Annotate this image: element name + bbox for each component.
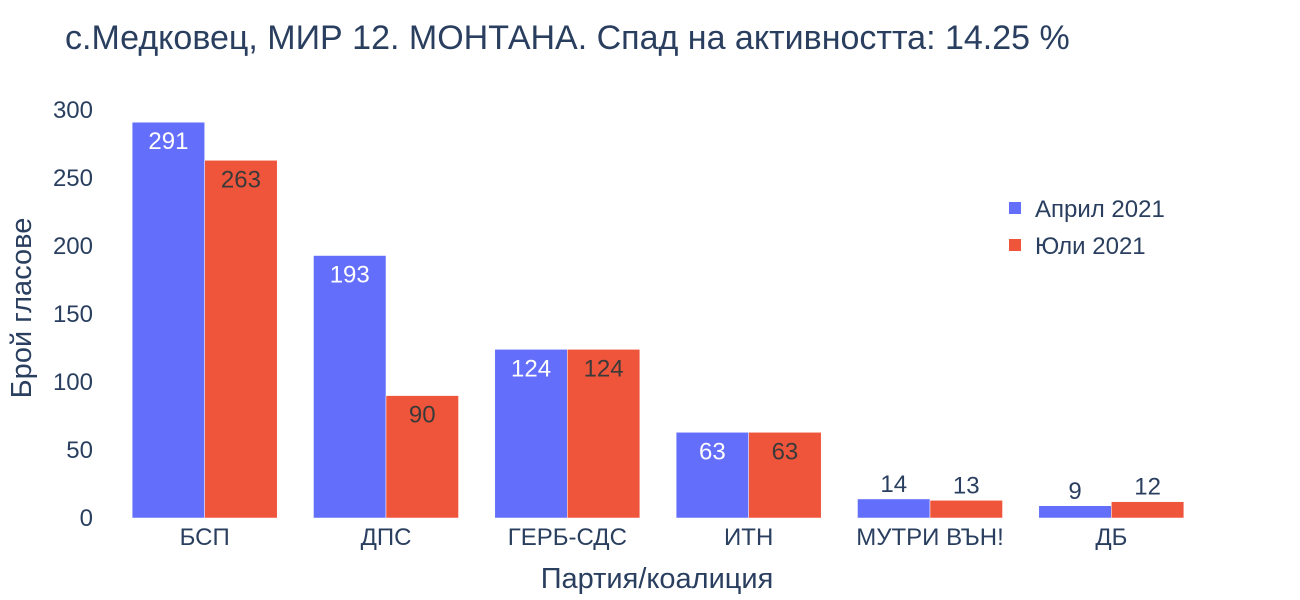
bar-value-label: 90	[409, 402, 436, 429]
y-tick-label: 100	[53, 369, 93, 396]
bar-value-label: 124	[511, 355, 551, 382]
chart-title: с.Медковец, МИР 12. МОНТАНА. Спад на акт…	[65, 19, 1070, 57]
bar-value-label: 263	[221, 166, 261, 193]
legend-swatch	[1009, 202, 1021, 214]
y-axis-title: Брой гласове	[6, 218, 38, 399]
x-axis-title: Партия/коалиция	[541, 563, 774, 595]
bar-value-label: 14	[880, 471, 907, 498]
bar-value-label: 9	[1068, 478, 1081, 505]
bar-value-label: 193	[330, 262, 370, 289]
y-tick-label: 250	[53, 165, 93, 192]
bar	[1038, 505, 1112, 519]
x-tick-label: МУТРИ ВЪН!	[856, 524, 1003, 551]
y-tick-label: 200	[53, 233, 93, 260]
bar	[857, 498, 931, 519]
bar	[748, 432, 822, 519]
bar-labels: 291 193 124 63 14 9 263 90 124 63 13 12	[148, 128, 1161, 505]
bar	[1111, 501, 1185, 519]
x-tick-label: ИТН	[724, 524, 773, 551]
bar-value-label: 12	[1134, 474, 1161, 501]
bar	[313, 255, 387, 519]
legend-swatch	[1009, 239, 1021, 251]
bars	[131, 121, 1185, 519]
x-tick-label: ДПС	[361, 524, 412, 551]
bar	[675, 432, 749, 519]
y-tick-label: 300	[53, 97, 93, 124]
x-tick-label: ДБ	[1095, 524, 1127, 551]
x-tick-label: ГЕРБ-СДС	[508, 524, 627, 551]
x-axis: БСП ДПС ГЕРБ-СДС ИТН МУТРИ ВЪН! ДБ	[180, 524, 1128, 551]
bar	[131, 121, 205, 519]
bar	[567, 349, 641, 519]
legend: Април 2021 Юли 2021	[1009, 196, 1165, 260]
bar	[385, 395, 459, 519]
y-tick-label: 0	[80, 505, 93, 532]
bar	[929, 500, 1003, 519]
legend-label: Юли 2021	[1035, 233, 1146, 260]
bar-value-label: 63	[772, 438, 799, 465]
y-tick-label: 150	[53, 301, 93, 328]
x-tick-label: БСП	[180, 524, 230, 551]
bar	[204, 160, 278, 519]
bar-value-label: 13	[953, 472, 980, 499]
bar-value-label: 63	[699, 438, 726, 465]
legend-label: Април 2021	[1035, 196, 1165, 223]
y-axis: 0 50 100 150 200 250 300	[53, 97, 93, 532]
y-tick-label: 50	[66, 437, 93, 464]
bar-value-label: 291	[148, 128, 188, 155]
bar-value-label: 124	[584, 355, 624, 382]
bar	[494, 349, 568, 519]
